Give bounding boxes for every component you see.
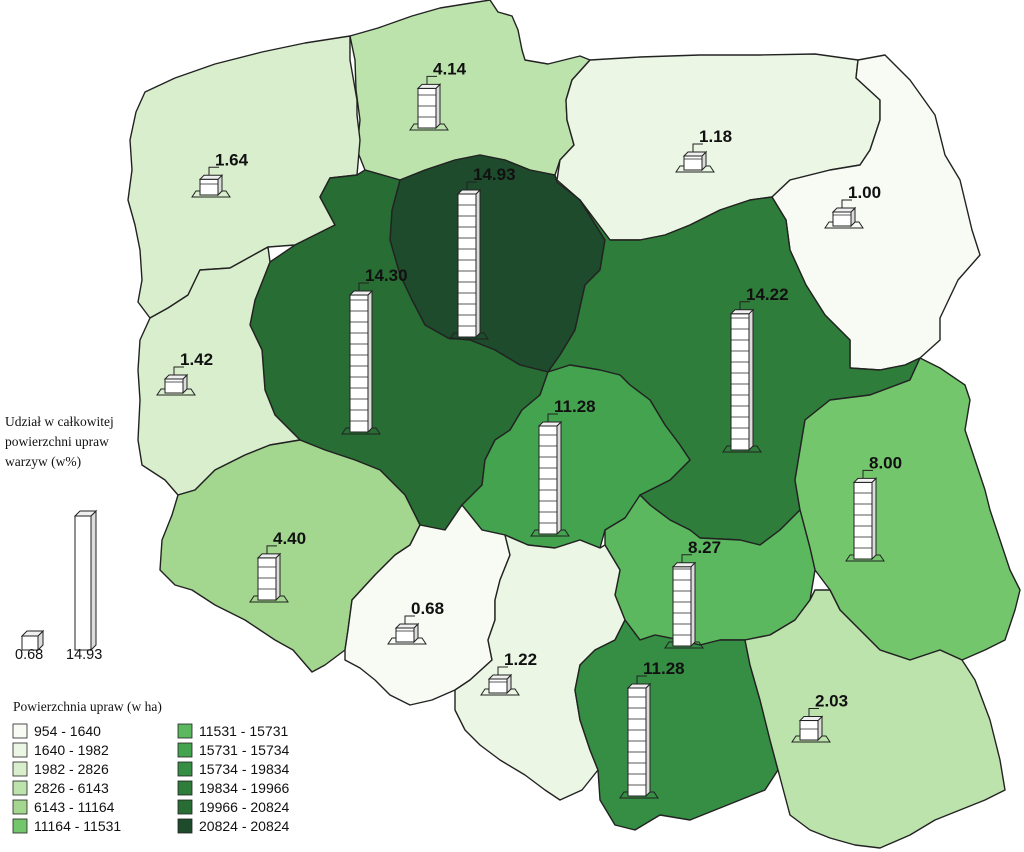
bar-legend-title-line-1: Udział w całkowitej — [5, 414, 114, 429]
value-label-malopolskie: 11.28 — [643, 659, 685, 678]
bar-kujawsko-pomorskie — [449, 181, 489, 340]
percentage-bars: 4.14 1.64 1.18 1.00 14.93 14.30 1.42 14.22 11.28… — [156, 59, 902, 799]
value-label-opolskie: 0.68 — [411, 599, 444, 618]
legend-class-7: 11531 - 15731 — [177, 723, 288, 739]
legend-swatch — [177, 723, 193, 739]
region-pomorskie — [349, 0, 591, 181]
value-label-podkarpackie: 2.03 — [815, 692, 848, 711]
bar-opolskie — [387, 615, 427, 645]
value-label-wielkopolskie: 14.30 — [365, 266, 408, 285]
legend-class-9: 15734 - 19834 — [177, 761, 290, 777]
map-legend: Udział w całkowitej powierzchni upraw wa… — [5, 414, 290, 834]
legend-swatch — [12, 761, 28, 777]
value-label-zachodniopomorskie: 1.64 — [215, 150, 249, 169]
value-label-mazowieckie: 14.22 — [746, 285, 789, 304]
legend-swatch — [177, 818, 193, 834]
legend-class-label: 11164 - 11531 — [34, 818, 121, 834]
bar-size-legend — [20, 509, 98, 652]
legend-swatch — [12, 818, 28, 834]
legend-class-12: 20824 - 20824 — [177, 818, 290, 834]
value-label-podlaskie: 1.00 — [848, 183, 881, 202]
bar-swietokrzyskie — [664, 554, 704, 649]
legend-class-label: 1982 - 2826 — [34, 761, 109, 777]
bar-legend-min-label: 0.68 — [15, 647, 43, 663]
legend-swatch — [12, 742, 28, 758]
bar-warminsko-mazurskie — [675, 143, 715, 173]
legend-class-label: 1640 - 1982 — [34, 742, 109, 758]
value-label-dolnoslaskie: 4.40 — [273, 529, 306, 548]
legend-class-8: 15731 - 15734 — [177, 742, 290, 758]
legend-class-label: 19966 - 20824 — [199, 799, 290, 815]
value-label-pomorskie: 4.14 — [433, 59, 467, 78]
bar-legend-max-bar — [73, 509, 98, 652]
bar-slaskie — [480, 666, 520, 696]
region-lodzkie — [461, 364, 691, 549]
legend-swatch — [177, 761, 193, 777]
value-label-swietokrzyskie: 8.27 — [688, 538, 721, 557]
value-label-lubuskie: 1.42 — [180, 350, 213, 369]
value-label-lodzkie: 11.28 — [554, 397, 596, 416]
legend-class-label: 19834 - 19966 — [199, 780, 290, 796]
bar-legend-min-bar — [20, 629, 45, 652]
legend-swatch — [12, 799, 28, 815]
legend-class-label: 15731 - 15734 — [199, 742, 290, 758]
legend-class-10: 19834 - 19966 — [177, 780, 290, 796]
legend-swatch — [12, 780, 28, 796]
value-label-kujawsko-pomorskie: 14.93 — [473, 165, 516, 184]
legend-swatch — [12, 723, 28, 739]
legend-class-label: 11531 - 15731 — [199, 723, 288, 739]
value-label-lubelskie: 8.00 — [869, 453, 902, 472]
bar-dolnoslaskie — [249, 545, 289, 603]
legend-class-1: 954 - 1640 — [12, 723, 101, 739]
legend-class-label: 2826 - 6143 — [34, 780, 109, 796]
legend-class-label: 15734 - 19834 — [199, 761, 290, 777]
legend-class-2: 1640 - 1982 — [12, 742, 109, 758]
bar-mazowieckie — [722, 301, 762, 453]
region-podkarpackie — [744, 589, 1006, 849]
legend-class-11: 19966 - 20824 — [177, 799, 290, 815]
legend-class-5: 6143 - 11164 — [12, 799, 115, 815]
bar-lubuskie — [156, 366, 196, 396]
legend-class-4: 2826 - 6143 — [12, 780, 109, 796]
bar-podlaskie — [824, 199, 864, 229]
bar-lodzkie — [530, 413, 570, 537]
legend-swatch — [177, 780, 193, 796]
legend-class-label: 954 - 1640 — [34, 723, 101, 739]
bar-legend-title-line-3: warzyw (w%) — [5, 454, 81, 469]
legend-swatch — [177, 742, 193, 758]
bar-legend-max-label: 14.93 — [66, 647, 102, 663]
legend-swatch — [177, 799, 193, 815]
region-zachodniopomorskie — [127, 35, 361, 319]
bar-podkarpackie — [791, 708, 831, 743]
legend-class-label: 6143 - 11164 — [34, 799, 115, 815]
bar-wielkopolskie — [341, 282, 381, 435]
bar-malopolskie — [619, 675, 659, 799]
voivodeship-regions — [127, 0, 1021, 849]
legend-class-3: 1982 - 2826 — [12, 761, 109, 777]
bar-legend-title-line-2: powierzchni upraw — [5, 434, 109, 449]
legend-class-6: 11164 - 11531 — [12, 818, 121, 834]
region-slaskie — [454, 534, 626, 801]
area-class-legend: 954 - 1640 1640 - 1982 1982 - 2826 2826 - 6… — [12, 723, 290, 834]
value-label-warminsko-mazurskie: 1.18 — [699, 127, 732, 146]
bar-zachodniopomorskie — [191, 166, 231, 198]
bar-pomorskie — [409, 75, 449, 131]
legend-class-label: 20824 - 20824 — [199, 818, 290, 834]
area-legend-title: Powierzchnia upraw (w ha) — [13, 699, 162, 714]
value-label-slaskie: 1.22 — [504, 650, 537, 669]
bar-lubelskie — [845, 469, 885, 562]
